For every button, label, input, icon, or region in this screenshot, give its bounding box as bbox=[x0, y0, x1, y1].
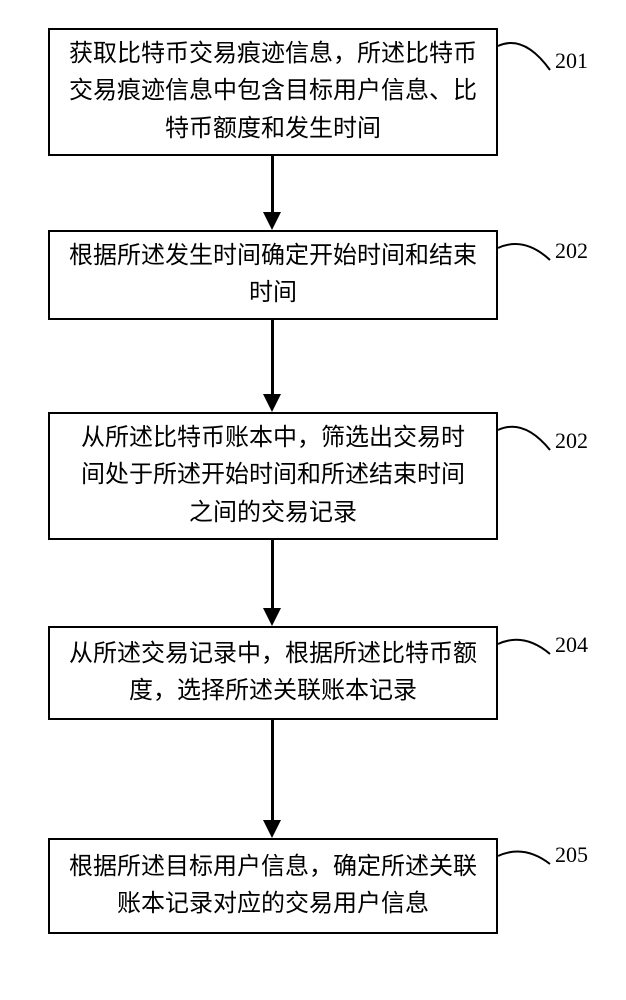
flow-step-2: 根据所述发生时间确定开始时间和结束时间 bbox=[48, 230, 498, 320]
flow-step-text: 获取比特币交易痕迹信息，所述比特币交易痕迹信息中包含目标用户信息、比特币额度和发… bbox=[68, 36, 478, 148]
arrow-head-1 bbox=[263, 212, 281, 230]
arrow-1 bbox=[271, 156, 274, 214]
flow-step-text: 根据所述目标用户信息，确定所述关联账本记录对应的交易用户信息 bbox=[68, 849, 478, 923]
leader-line-4 bbox=[493, 624, 565, 674]
arrow-4 bbox=[271, 720, 274, 822]
flow-step-5: 根据所述目标用户信息，确定所述关联账本记录对应的交易用户信息 bbox=[48, 838, 498, 934]
arrow-head-2 bbox=[263, 394, 281, 412]
leader-line-3 bbox=[493, 410, 565, 470]
arrow-head-3 bbox=[263, 608, 281, 626]
arrow-head-4 bbox=[263, 820, 281, 838]
flow-step-text: 根据所述发生时间确定开始时间和结束时间 bbox=[68, 238, 478, 312]
leader-line-2 bbox=[493, 228, 565, 280]
flow-step-text: 从所述交易记录中，根据所述比特币额度，选择所述关联账本记录 bbox=[68, 636, 478, 710]
leader-line-1 bbox=[493, 26, 565, 90]
arrow-2 bbox=[271, 320, 274, 396]
flow-step-3: 从所述比特币账本中，筛选出交易时间处于所述开始时间和所述结束时间之间的交易记录 bbox=[48, 412, 498, 540]
flow-step-1: 获取比特币交易痕迹信息，所述比特币交易痕迹信息中包含目标用户信息、比特币额度和发… bbox=[48, 28, 498, 156]
flowchart-container: 获取比特币交易痕迹信息，所述比特币交易痕迹信息中包含目标用户信息、比特币额度和发… bbox=[0, 0, 626, 1000]
leader-line-5 bbox=[493, 836, 565, 884]
arrow-3 bbox=[271, 540, 274, 610]
flow-step-text: 从所述比特币账本中，筛选出交易时间处于所述开始时间和所述结束时间之间的交易记录 bbox=[81, 420, 465, 532]
flow-step-4: 从所述交易记录中，根据所述比特币额度，选择所述关联账本记录 bbox=[48, 626, 498, 720]
